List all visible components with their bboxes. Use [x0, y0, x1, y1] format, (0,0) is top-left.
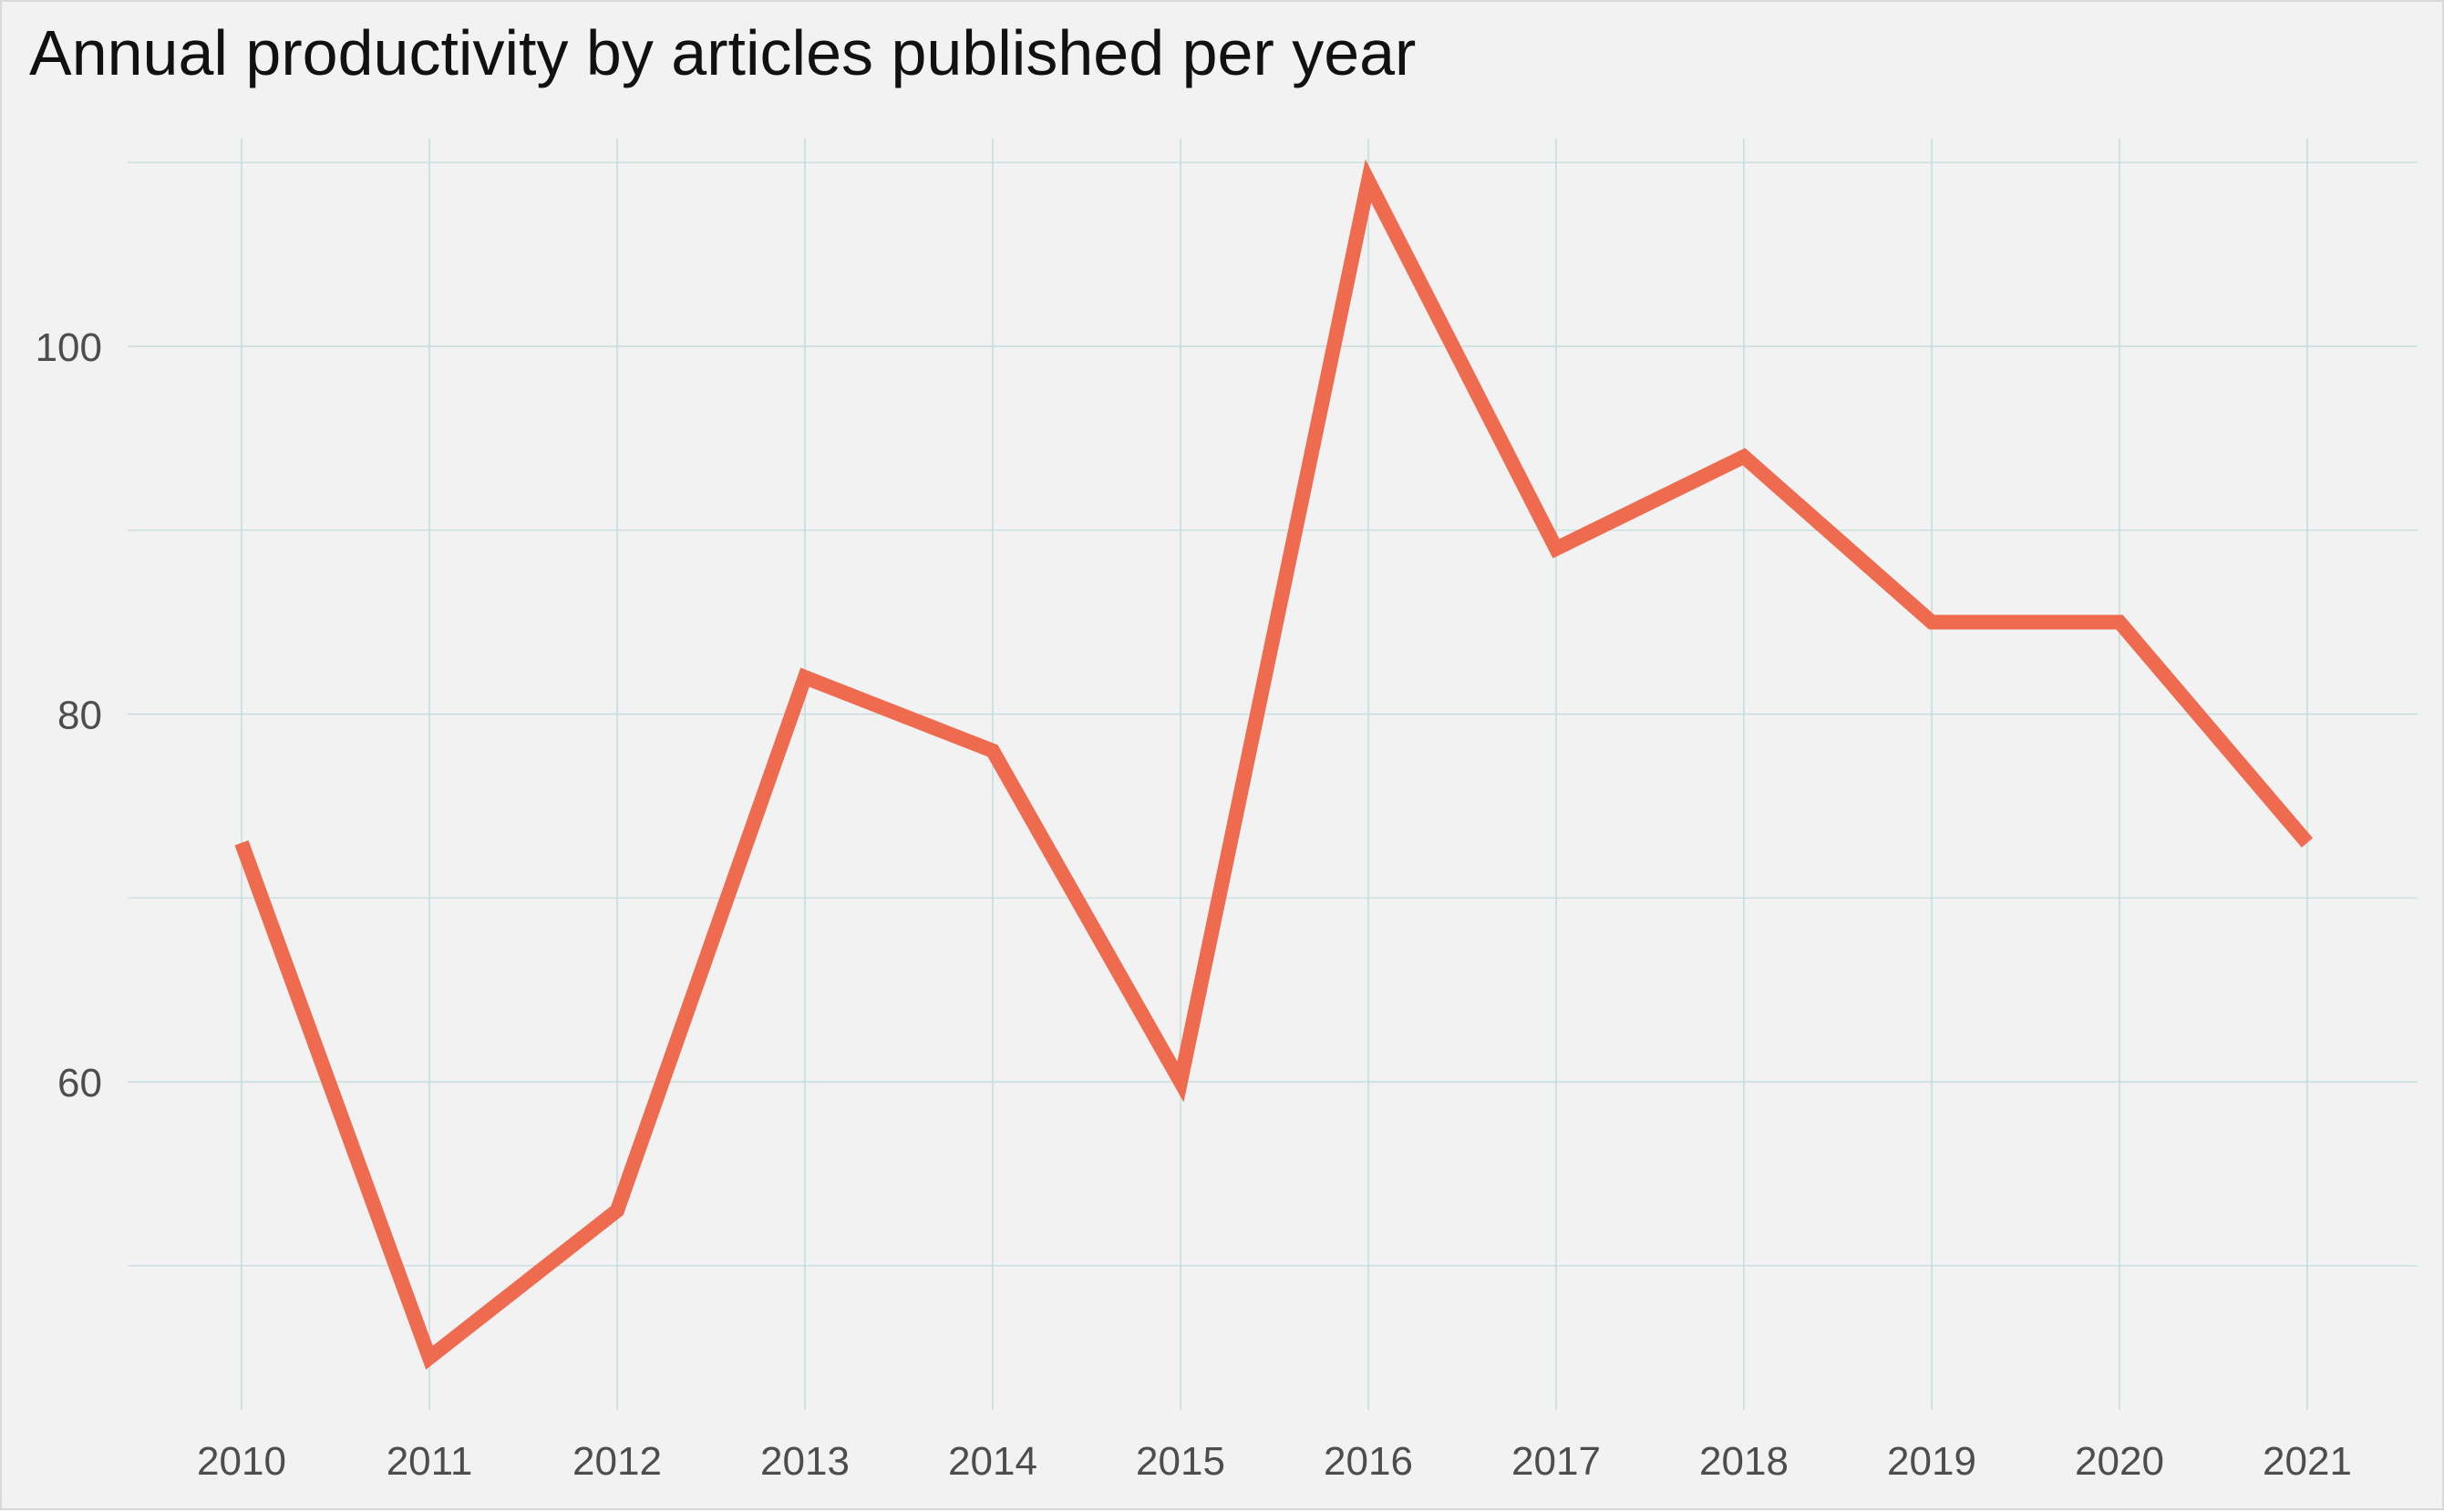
x-tick-label: 2015 — [1136, 1439, 1225, 1484]
grid-lines — [128, 139, 2418, 1410]
chart-title: Annual productivity by articles publishe… — [29, 17, 1417, 88]
x-tick-label: 2018 — [1699, 1439, 1789, 1484]
x-tick-label: 2012 — [572, 1439, 662, 1484]
y-tick-label: 100 — [36, 325, 102, 370]
x-tick-label: 2013 — [760, 1439, 850, 1484]
series-line — [234, 159, 2314, 1370]
x-tick-label: 2021 — [2263, 1439, 2352, 1484]
x-tick-label: 2010 — [197, 1439, 286, 1484]
series-layer — [234, 159, 2314, 1370]
x-tick-label: 2014 — [948, 1439, 1037, 1484]
x-tick-label: 2016 — [1324, 1439, 1413, 1484]
y-tick-label: 60 — [57, 1061, 102, 1106]
x-axis-ticks: 2010 2011 2012 2013 2014 2015 2016 2017 2018 2019… — [197, 1439, 2352, 1484]
y-tick-label: 80 — [57, 694, 102, 738]
y-axis-ticks: 60 80 100 — [36, 325, 102, 1106]
x-tick-label: 2019 — [1887, 1439, 1976, 1484]
x-tick-label: 2011 — [387, 1439, 473, 1484]
x-tick-label: 2020 — [2075, 1439, 2164, 1484]
x-tick-label: 2017 — [1511, 1439, 1601, 1484]
